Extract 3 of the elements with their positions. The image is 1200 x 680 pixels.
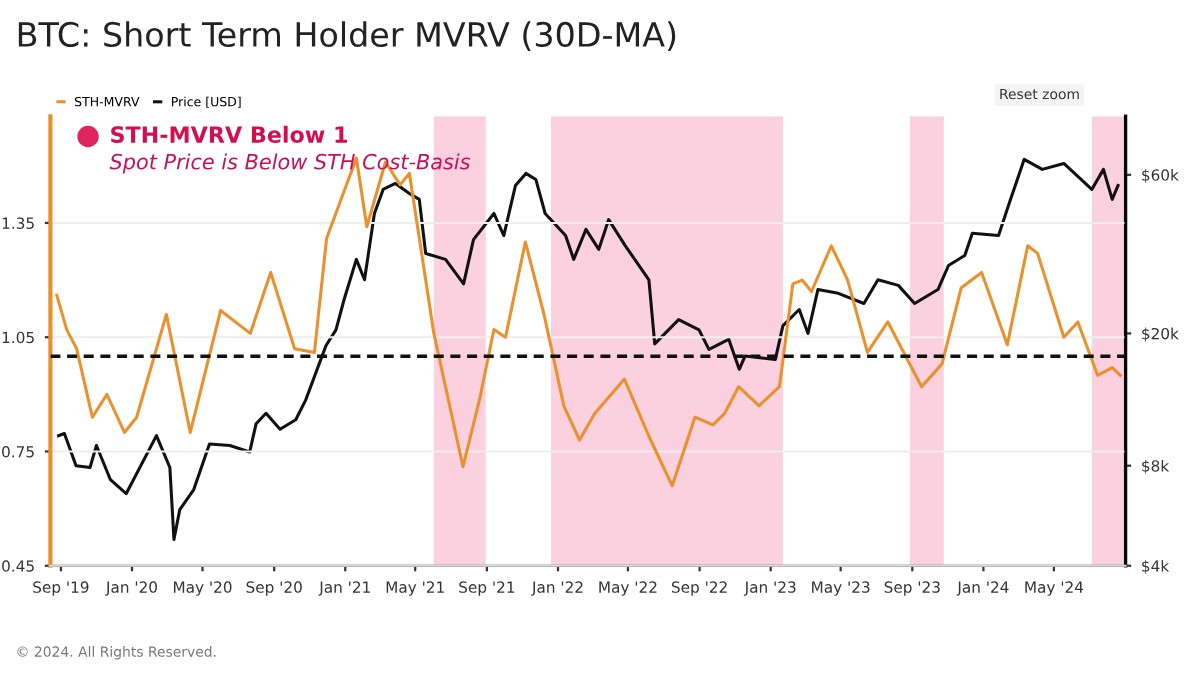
annotation: Spot Price is Below STH Cost-Basis — [109, 153, 471, 174]
annotation: STH-MVRV Below 1 — [111, 125, 347, 143]
chart-title: BTC: Short Term Holder MVRV (30D-MA) — [18, 21, 676, 51]
